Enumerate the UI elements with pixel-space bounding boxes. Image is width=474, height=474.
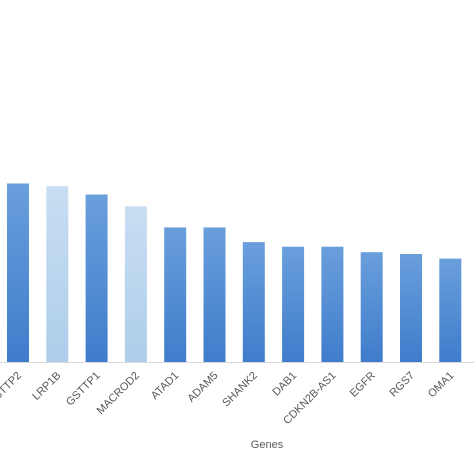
bar-rgs7 xyxy=(400,254,422,362)
tick-label-gsttp2: GSTTP2 xyxy=(0,370,24,409)
tick-label-gsttp1: GSTTP1 xyxy=(64,370,103,409)
tick-label-atad1: ATAD1 xyxy=(149,370,181,402)
bars-group xyxy=(7,183,462,362)
bar-lrp1b xyxy=(46,186,69,362)
bar-gsttp2 xyxy=(7,183,29,362)
tick-label-oma1: OMA1 xyxy=(426,370,457,401)
bar-gsttp1 xyxy=(85,194,108,362)
tick-label-egfr: EGFR xyxy=(348,370,378,400)
bar-adam5 xyxy=(203,227,226,362)
bar-egfr xyxy=(360,252,383,362)
bar-dab1 xyxy=(282,246,305,362)
bar-macrod2 xyxy=(124,206,147,362)
tick-label-rgs7: RGS7 xyxy=(387,370,417,400)
tick-label-shank2: SHANK2 xyxy=(220,370,260,410)
tick-label-lrp1b: LRP1B xyxy=(30,370,63,403)
tick-label-adam5: ADAM5 xyxy=(185,370,220,405)
bar-atad1 xyxy=(164,227,187,362)
bar-cdkn2b-as1 xyxy=(321,246,344,362)
tick-label-macrod2: MACROD2 xyxy=(95,370,142,417)
bar-oma1 xyxy=(439,258,462,362)
bar-shank2 xyxy=(242,242,265,362)
x-axis-title: Genes xyxy=(251,439,284,451)
tick-label-dab1: DAB1 xyxy=(270,370,299,399)
